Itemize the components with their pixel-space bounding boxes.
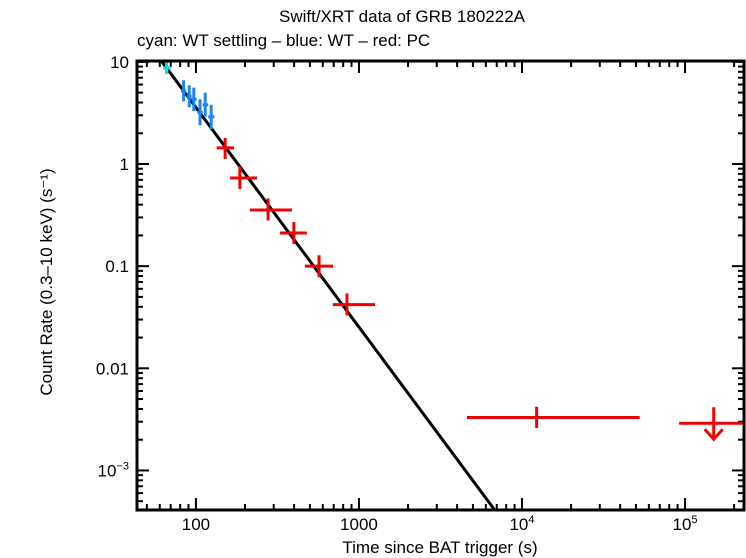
x-tick-label-exponent: 4 — [528, 514, 534, 526]
x-tick-label-exponent: 5 — [691, 514, 697, 526]
data-point — [304, 255, 334, 278]
x-tick-label: 105 — [673, 514, 698, 534]
data-point — [249, 198, 292, 221]
model-fit-layer — [159, 61, 497, 510]
tick-labels: 100 1000 104 105 10 1 0.1 0.01 10−3 — [96, 53, 698, 534]
y-tick-label: 1 — [120, 155, 129, 174]
model-fit-line — [159, 61, 497, 510]
y-tick-label: 0.1 — [105, 257, 129, 276]
y-tick-label: 0.01 — [96, 359, 129, 378]
upper-limit — [679, 407, 744, 442]
data-point — [208, 104, 215, 130]
series-pc — [216, 137, 744, 442]
data-point — [216, 137, 234, 159]
down-arrow-icon — [703, 428, 724, 442]
data-point — [279, 222, 307, 244]
series-wt-settling — [163, 61, 171, 75]
plot-frame — [135, 59, 746, 512]
data-point — [197, 99, 203, 126]
x-tick-label: 1000 — [340, 515, 378, 534]
data-point — [230, 166, 258, 189]
data-point — [332, 293, 376, 316]
data-points-layer — [163, 61, 744, 442]
y-tick-label-exponent: −3 — [116, 460, 129, 472]
data-point — [191, 87, 197, 112]
data-point — [163, 61, 171, 75]
chart-title: Swift/XRT data of GRB 180222A — [279, 7, 526, 26]
y-tick-label: 10 — [110, 53, 129, 72]
y-axis-label: Count Rate (0.3–10 keV) (s⁻¹) — [37, 168, 56, 395]
data-point — [186, 85, 192, 108]
x-tick-label: 104 — [509, 514, 534, 534]
chart-subtitle: cyan: WT settling – blue: WT – red: PC — [137, 31, 430, 50]
axis-ticks — [137, 60, 744, 510]
y-tick-label: 10−3 — [98, 460, 129, 480]
data-point — [202, 92, 209, 117]
x-tick-label: 100 — [182, 515, 210, 534]
series-wt — [181, 80, 215, 130]
x-axis-label: Time since BAT trigger (s) — [342, 538, 537, 557]
data-point — [467, 406, 640, 429]
data-point — [181, 80, 187, 102]
